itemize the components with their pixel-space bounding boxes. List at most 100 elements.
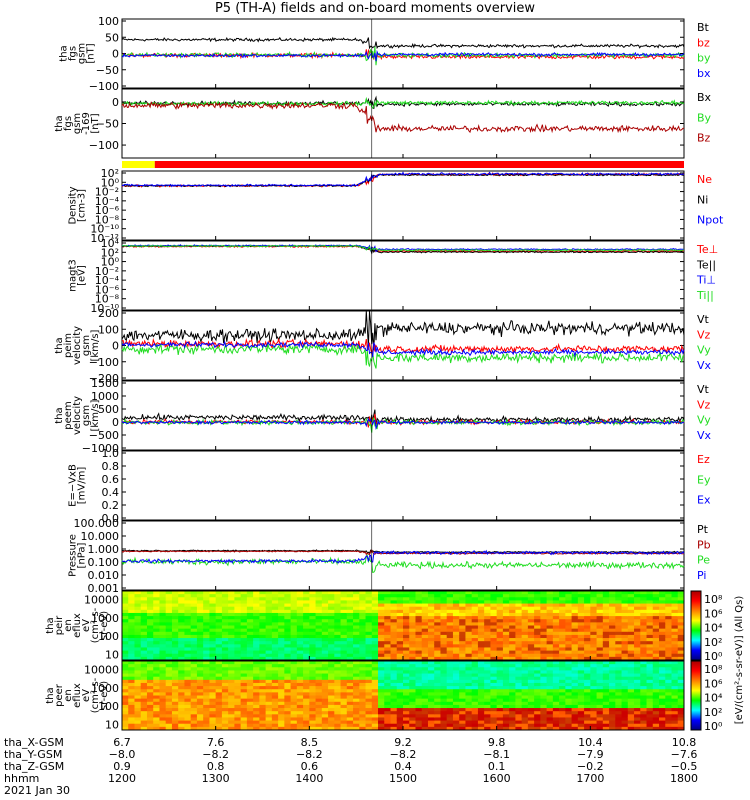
spectrogram-cell xyxy=(321,644,329,648)
spectrogram-cell xyxy=(134,664,142,668)
spectrogram-cell xyxy=(646,670,654,675)
spectrogram-cell xyxy=(621,638,629,642)
spectrogram-cell xyxy=(165,679,173,684)
spectrogram-cell xyxy=(309,606,317,611)
spectrogram-cell xyxy=(471,664,479,668)
spectrogram-cell xyxy=(296,714,304,718)
spectrogram-cell xyxy=(677,644,685,648)
spectrogram-cell xyxy=(446,701,454,706)
spectrogram-cell xyxy=(315,708,323,712)
spectrogram-cell xyxy=(371,726,379,731)
spectrogram-cell xyxy=(534,650,541,655)
spectrogram-cell xyxy=(396,682,404,687)
spectrogram-cell xyxy=(278,695,285,700)
spectrogram-cell xyxy=(321,638,329,642)
spectrogram-cell xyxy=(627,609,635,614)
spectrogram-cell xyxy=(671,673,679,678)
spectrogram-cell xyxy=(665,689,673,693)
spectrogram-cell xyxy=(602,695,610,700)
spectrogram-cell xyxy=(196,647,204,652)
spectrogram-cell xyxy=(446,591,454,595)
spectrogram-cell xyxy=(515,628,523,633)
spectrogram-cell xyxy=(346,689,354,693)
spectrogram-cell xyxy=(546,711,554,715)
spectrogram-cell xyxy=(209,600,217,605)
spectrogram-cell xyxy=(359,612,367,617)
spectrogram-cell xyxy=(490,714,498,718)
spectrogram-cell xyxy=(534,597,541,601)
spectrogram-cell xyxy=(640,720,648,725)
spectrogram-cell xyxy=(403,704,410,709)
spectrogram-cell xyxy=(571,673,579,678)
spectrogram-cell xyxy=(440,612,448,617)
spectrogram-cell xyxy=(284,597,292,601)
spectrogram-cell xyxy=(446,686,454,690)
spectrogram-cell xyxy=(371,625,379,630)
spectrogram-cell xyxy=(346,603,354,608)
spectrogram-cell xyxy=(334,609,342,614)
spectrogram-cell xyxy=(396,679,404,684)
spectrogram-cell xyxy=(515,597,523,601)
spectrogram-cell xyxy=(521,673,529,678)
spectrogram-cell xyxy=(240,612,248,617)
spectrogram-cell xyxy=(452,606,460,611)
spectrogram-cell xyxy=(665,714,673,718)
spectrogram-cell xyxy=(196,698,204,703)
spectrogram-cell xyxy=(353,689,360,693)
spectrogram-cell xyxy=(396,695,404,700)
spectrogram-cell xyxy=(171,619,179,623)
spectrogram-cell xyxy=(527,625,535,630)
spectrogram-cell xyxy=(552,714,560,718)
spectrogram-cell xyxy=(340,591,348,595)
spectrogram-cell xyxy=(502,661,510,665)
spectrogram-cell xyxy=(284,619,292,623)
spectrogram-cell xyxy=(378,622,385,626)
spectrogram-cell xyxy=(340,597,348,601)
spectrogram-cell xyxy=(146,701,154,706)
spectrogram-cell xyxy=(296,704,304,709)
spectrogram-cell xyxy=(652,634,660,639)
spectrogram-cell xyxy=(253,619,260,623)
spectrogram-cell xyxy=(296,622,304,626)
spectrogram-cell xyxy=(577,726,585,731)
spectrogram-cell xyxy=(390,597,398,601)
spectrogram-cell xyxy=(240,647,248,652)
spectrogram-cell xyxy=(153,698,160,703)
spectrogram-cell xyxy=(378,711,385,715)
spectrogram-cell xyxy=(378,686,385,690)
spectrogram-cell xyxy=(203,656,210,661)
spectrogram-cell xyxy=(290,622,298,626)
spectrogram-cell xyxy=(215,670,223,675)
spectrogram-cell xyxy=(165,673,173,678)
spectrogram-cell xyxy=(165,625,173,630)
spectrogram-cell xyxy=(471,689,479,693)
spectrogram-cell xyxy=(521,628,529,633)
spectrogram-cell xyxy=(309,641,317,645)
spectrogram-cell xyxy=(552,704,560,709)
spectrogram-cell xyxy=(496,653,504,658)
spectrogram-cell xyxy=(134,628,142,633)
spectrogram-cell xyxy=(378,708,385,712)
spectrogram-cell xyxy=(602,708,610,712)
spectrogram-cell xyxy=(228,656,235,661)
spectrogram-cell xyxy=(403,644,410,648)
spectrogram-cell xyxy=(465,619,473,623)
spectrogram-cell xyxy=(265,597,273,601)
spectrogram-cell xyxy=(259,628,267,633)
spectrogram-cell xyxy=(509,686,516,690)
spectrogram-cell xyxy=(178,603,185,608)
spectrogram-cell xyxy=(546,670,554,675)
spectrogram-cell xyxy=(371,600,379,605)
spectrogram-cell xyxy=(265,676,273,681)
spectrogram-cell xyxy=(434,673,441,678)
spectrogram-cell xyxy=(309,661,317,665)
spectrogram-cell xyxy=(303,603,310,608)
spectrogram-cell xyxy=(271,609,279,614)
spectrogram-cell xyxy=(509,606,516,611)
spectrogram-cell xyxy=(409,622,416,626)
spectrogram-cell xyxy=(196,679,204,684)
spectrogram-cell xyxy=(577,682,585,687)
spectrogram-cell xyxy=(496,606,504,611)
spectrogram-cell xyxy=(677,647,685,652)
spectrogram-cell xyxy=(677,628,685,633)
